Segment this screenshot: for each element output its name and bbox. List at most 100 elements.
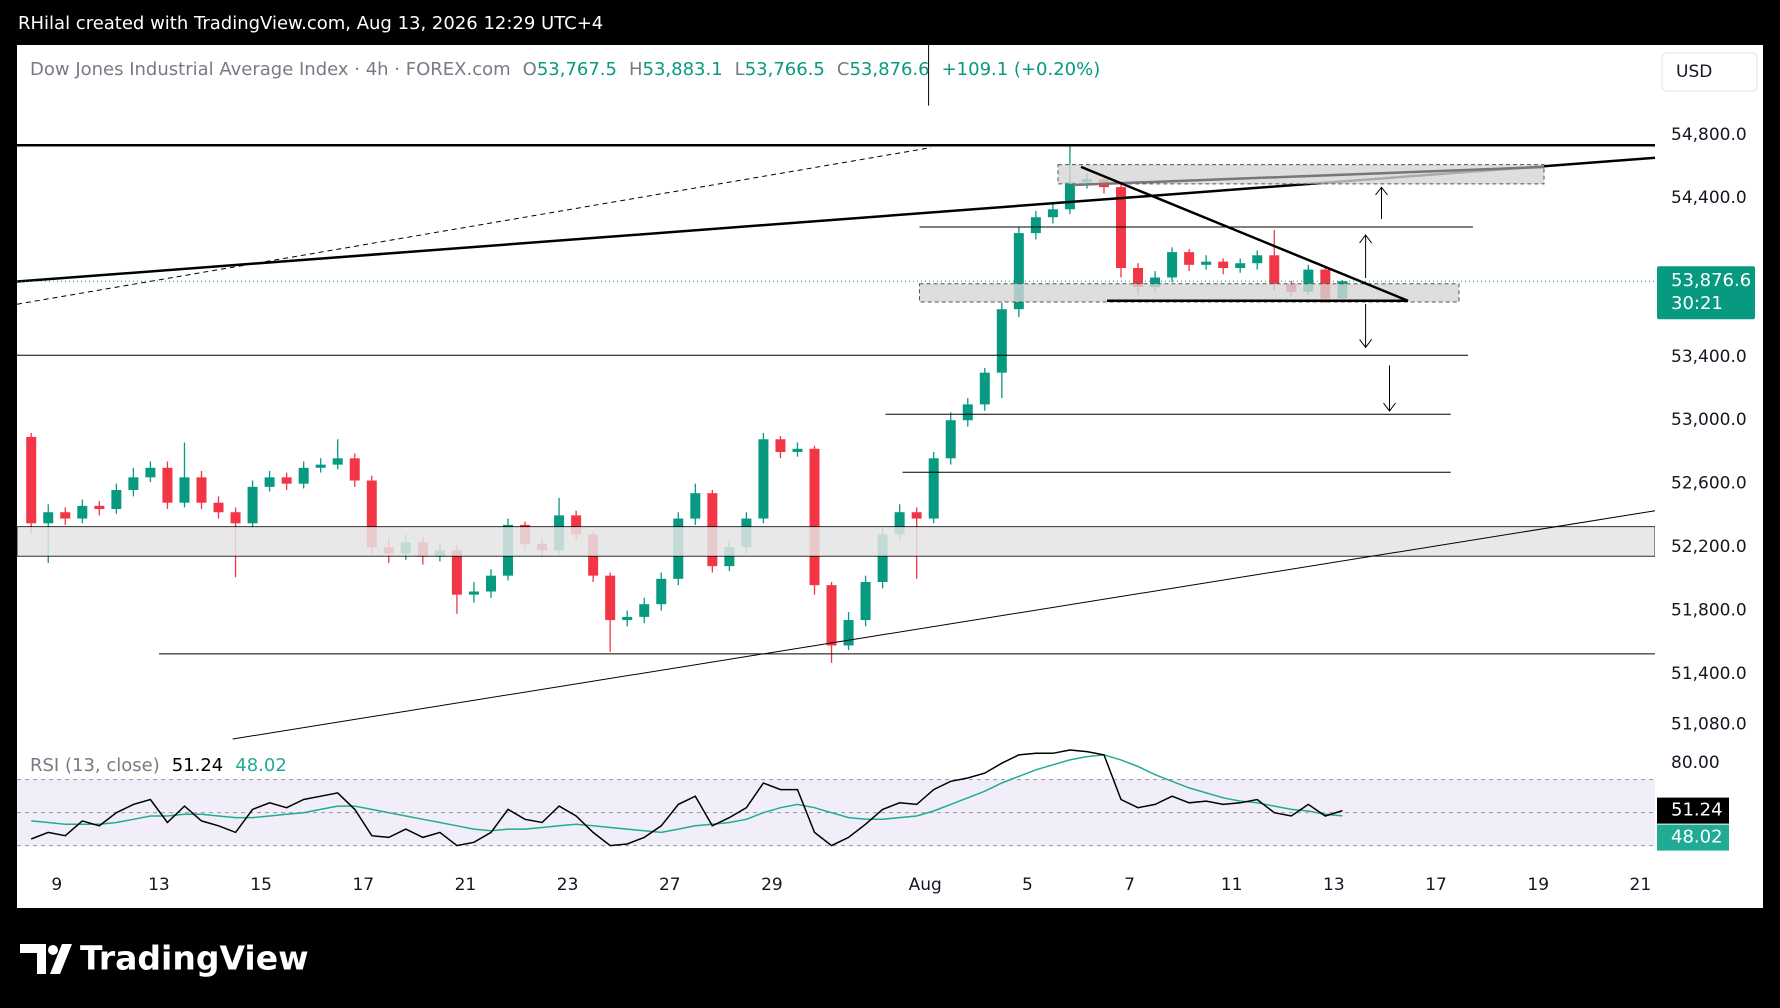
candle-body [1013, 233, 1024, 310]
legend-value: 53,767.5 [537, 59, 617, 80]
candle-body [911, 512, 922, 519]
arrow-up [1359, 234, 1372, 278]
candle-body [1150, 277, 1161, 288]
candle-body [928, 458, 939, 519]
candle-body [1030, 217, 1041, 234]
candle-body [315, 464, 326, 468]
x-tick-label: 11 [1221, 875, 1243, 895]
y-tick-label: 51,080.0 [1671, 715, 1747, 735]
candle-body [962, 404, 973, 421]
candle-body [264, 477, 275, 487]
candle-body [656, 578, 667, 605]
arrow-down [1383, 365, 1396, 412]
grid [1655, 134, 1660, 726]
candle-body [196, 477, 207, 503]
candle-body [1218, 261, 1229, 268]
rising-line [232, 510, 1655, 740]
legend-key: C [837, 59, 850, 80]
candle-body [332, 458, 343, 465]
currency[interactable]: USD [1676, 62, 1712, 82]
y-tick-label: 53,400.0 [1671, 347, 1747, 367]
candle-body [43, 512, 54, 524]
rsi-tick-label: 80.00 [1671, 753, 1720, 773]
last-price-box [1657, 266, 1755, 320]
candle-body [60, 512, 71, 519]
candle-body [690, 493, 701, 519]
legend: Dow Jones Industrial Average Index · 4h … [30, 59, 1100, 80]
footer-logo: TradingView [80, 939, 309, 978]
legend-value: 53,876.6 [849, 59, 929, 80]
candle-body [485, 575, 496, 592]
candle-body [145, 467, 156, 478]
rsi-ma-value: 48.02 [235, 755, 287, 776]
candle-body [366, 480, 377, 548]
candle-body [894, 512, 905, 535]
x-tick-label: 27 [659, 875, 681, 895]
candle-body [94, 505, 105, 510]
candle-body [247, 486, 258, 524]
candle-body [298, 467, 309, 484]
candle-body [213, 502, 224, 513]
candle-body [571, 515, 582, 535]
candle-body [979, 372, 990, 405]
candle-body [758, 439, 769, 519]
x-tick-label: 17 [352, 875, 374, 895]
candle-body [26, 436, 37, 524]
support-zone [17, 526, 1655, 557]
y-tick-label: 53,000.0 [1671, 410, 1747, 430]
dashed-trend-line [17, 147, 932, 305]
candle-body [605, 575, 616, 621]
candle-body [877, 534, 888, 583]
trend-line-gray [1072, 165, 1545, 187]
y-tick-label: 51,800.0 [1671, 601, 1747, 621]
x-tick-label: 5 [1022, 875, 1033, 895]
rsi-ma-box [1657, 824, 1729, 851]
zone-mid [919, 283, 1460, 303]
drawings [17, 45, 1655, 740]
arrow-down [1359, 304, 1372, 349]
candle-body [826, 585, 837, 646]
legend-key: L [735, 59, 745, 80]
rsi-pane [17, 749, 1655, 847]
x-tick-label: 23 [557, 875, 579, 895]
candle-body [451, 550, 462, 595]
legend-title: Dow Jones Industrial Average Index · 4h … [30, 59, 511, 80]
candle-body [179, 477, 190, 503]
header-text: RHilal created with TradingView.com, Aug… [18, 13, 603, 34]
x-tick-label: 13 [148, 875, 170, 895]
countdown: 30:21 [1671, 293, 1723, 314]
legend-key: H [629, 59, 643, 80]
y-tick-label: 54,800.0 [1671, 125, 1747, 145]
currency-button[interactable] [1661, 52, 1758, 92]
zone-top [1057, 164, 1545, 185]
candle-body [1184, 252, 1195, 265]
x-tick-label: 29 [761, 875, 783, 895]
candle-body [111, 490, 122, 510]
candle-body [775, 439, 786, 452]
rsi-legend: RSI (13, close) 51.24 48.02 [30, 755, 287, 776]
rsi-line [30, 749, 1343, 847]
y-tick-label: 52,600.0 [1671, 474, 1747, 494]
x-tick-label: 7 [1124, 875, 1135, 895]
candle-body [162, 467, 173, 503]
rsi-value-box [1657, 797, 1729, 824]
candle-body [1064, 182, 1075, 210]
rsi-value: 51.24 [172, 755, 224, 776]
candle-body [1116, 187, 1127, 268]
candle-body [1269, 255, 1280, 284]
legend-key: O [523, 59, 537, 80]
candle-body [1235, 263, 1246, 268]
candle-body [860, 582, 871, 621]
legend-value: 53,883.1 [643, 59, 723, 80]
candle-body [1252, 255, 1263, 264]
y-tick-label: 52,200.0 [1671, 537, 1747, 557]
candle-body [792, 448, 803, 452]
candle-body [1167, 252, 1178, 278]
candle-body [1201, 261, 1212, 265]
candle-body [724, 547, 735, 567]
x-tick-label: 17 [1425, 875, 1447, 895]
candle-body [1133, 267, 1144, 288]
x-tick-label: 13 [1323, 875, 1345, 895]
